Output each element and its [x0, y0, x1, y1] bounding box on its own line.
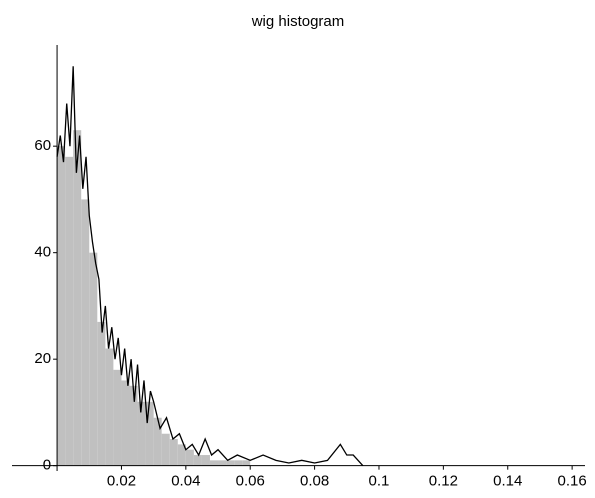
- x-tick-label: 0.16: [558, 473, 587, 490]
- histogram-bar: [226, 460, 235, 466]
- histogram-bar: [218, 460, 227, 466]
- histogram-bar: [242, 460, 251, 466]
- histogram-bar: [81, 199, 90, 466]
- chart-title: wig histogram: [251, 13, 345, 30]
- y-tick-label: 0: [43, 457, 51, 474]
- histogram-bar: [185, 449, 194, 466]
- histogram-bar: [129, 385, 138, 466]
- y-tick-label: 60: [34, 137, 51, 154]
- histogram-bar: [105, 348, 114, 466]
- x-tick-label: 0.08: [300, 473, 329, 490]
- x-tick-label: 0.06: [236, 473, 265, 490]
- line: [56, 66, 364, 467]
- histogram-bar: [65, 156, 74, 466]
- x-tick-label: 0.02: [107, 473, 136, 490]
- histogram-bar: [161, 433, 170, 466]
- y-tick-label: 20: [34, 350, 51, 367]
- histogram-bar: [73, 130, 82, 466]
- histogram-bar: [145, 401, 154, 466]
- histogram-bar: [209, 460, 219, 466]
- x-tick-label: 0.1: [369, 473, 390, 490]
- histogram-bar: [177, 444, 186, 466]
- histogram-bar: [169, 439, 178, 466]
- histogram-bar: [121, 380, 130, 466]
- histogram-bar: [97, 321, 106, 466]
- x-tick-label: 0.14: [493, 473, 522, 490]
- x-tick-label: 0.12: [429, 473, 458, 490]
- histogram-bar: [153, 417, 162, 466]
- histogram-bar: [57, 146, 66, 466]
- histogram-bar: [137, 401, 146, 466]
- histogram-bar: [234, 460, 243, 466]
- histogram-bar: [193, 455, 202, 466]
- x-tick-label: 0.04: [171, 473, 200, 490]
- y-tick-label: 40: [34, 244, 51, 261]
- histogram-bar: [201, 455, 210, 466]
- histogram-bar: [113, 369, 122, 466]
- histogram-bar: [89, 252, 98, 466]
